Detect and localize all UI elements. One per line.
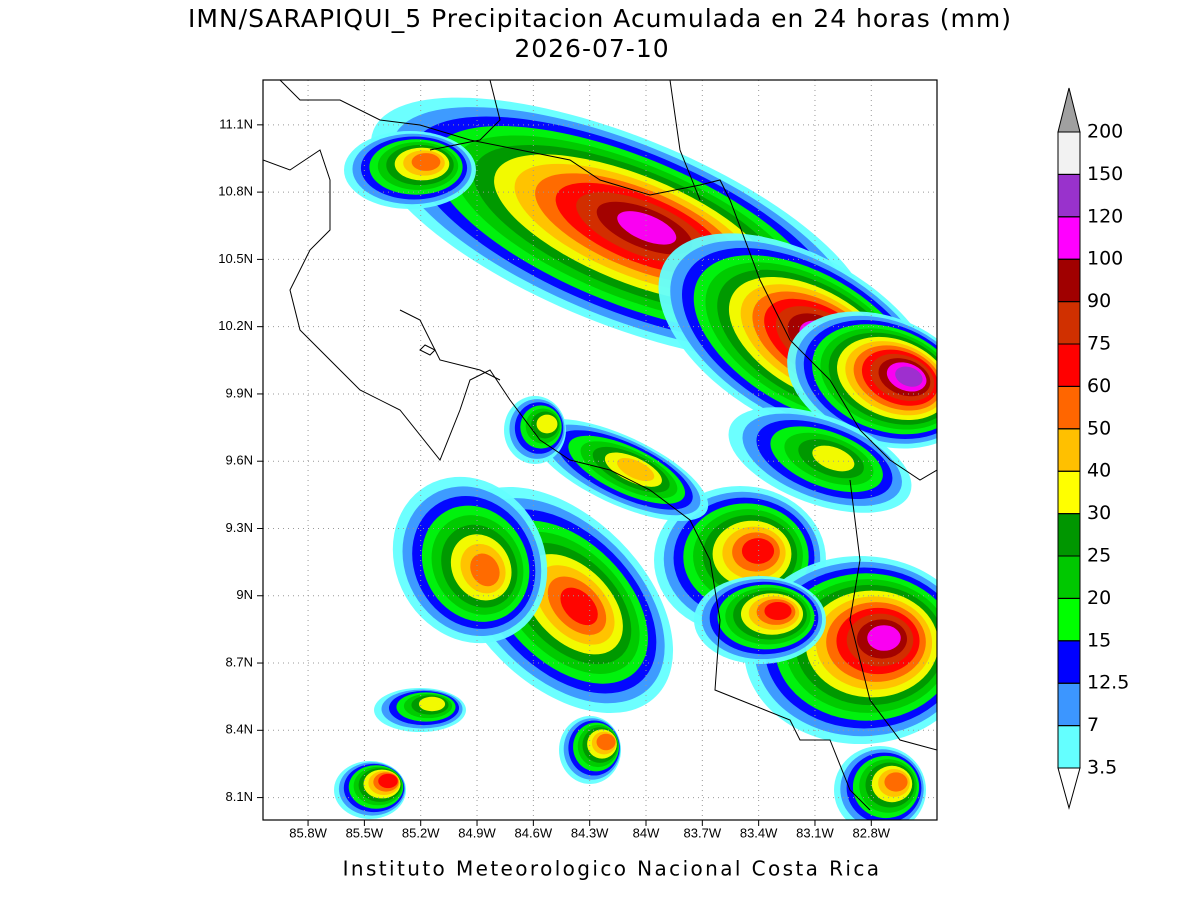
y-tick-label: 10.8N <box>218 184 253 199</box>
colorbar-box <box>1057 640 1081 684</box>
footer: Instituto Meteorologico Nacional Costa R… <box>343 857 882 881</box>
precip-contour <box>867 625 901 651</box>
x-tick-label: 84.6W <box>515 825 553 840</box>
y-tick-label: 8.4N <box>226 722 253 737</box>
colorbar-label: 90 <box>1087 290 1111 312</box>
precip-contour <box>617 457 655 482</box>
colorbar-label: 3.5 <box>1087 757 1117 779</box>
map-frame <box>262 79 938 821</box>
x-tick-label: 83.1W <box>796 825 834 840</box>
precip-contour <box>470 553 500 587</box>
colorbar-box <box>1057 173 1081 218</box>
precip-contour <box>596 733 616 751</box>
precip-contour <box>764 601 792 621</box>
y-tick-label: 8.1N <box>226 789 253 804</box>
y-tick-label: 9.6N <box>226 453 253 468</box>
colorbar-label: 15 <box>1087 629 1111 651</box>
precip-field <box>334 97 937 820</box>
y-tick-label: 9N <box>236 587 253 602</box>
colorbar: 3.5 7 12.5 15 20 25 30 40 50 60 75 90 100 120 150 200 <box>1057 87 1129 810</box>
y-tick-label: 9.3N <box>226 520 253 535</box>
colorbar-over <box>1057 87 1081 133</box>
grid: 85.8W 85.5W 85.2W 84.9W 84.6W 84.3W 84W 83.7W 83… <box>218 80 937 840</box>
precip-contour <box>378 773 398 789</box>
precip-contour <box>812 445 855 472</box>
colorbar-box <box>1057 131 1081 175</box>
colorbar-under <box>1057 767 1081 810</box>
x-tick-label: 85.2W <box>402 825 440 840</box>
precip-contour <box>884 772 908 792</box>
x-tick-label: 83.4W <box>740 825 778 840</box>
x-tick-label: 84.9W <box>458 825 496 840</box>
colorbar-box <box>1057 258 1081 303</box>
colorbar-label: 20 <box>1087 587 1111 609</box>
colorbar-label: 150 <box>1087 163 1123 185</box>
colorbar-box <box>1057 428 1081 472</box>
colorbar-label: 30 <box>1087 502 1111 524</box>
precip-contour <box>418 696 446 712</box>
colorbar-box <box>1057 682 1081 727</box>
colorbar-label: 75 <box>1087 333 1111 355</box>
precip-contour <box>560 587 598 626</box>
precip-contour <box>895 366 923 387</box>
colorbar-box <box>1057 216 1081 260</box>
colorbar-box <box>1057 470 1081 515</box>
colorbar-label: 40 <box>1087 460 1111 482</box>
coastline <box>263 80 937 811</box>
y-tick-label: 8.7N <box>226 654 253 669</box>
colorbar-box <box>1057 555 1081 599</box>
colorbar-box <box>1057 725 1081 769</box>
precip-contour <box>617 211 677 245</box>
colorbar-box <box>1057 513 1081 557</box>
x-tick-label: 83.7W <box>684 825 722 840</box>
colorbar-box <box>1057 597 1081 642</box>
y-tick-label: 10.5N <box>218 251 253 266</box>
colorbar-label: 25 <box>1087 545 1111 567</box>
x-tick-label: 85.5W <box>346 825 384 840</box>
x-tick-label: 84.3W <box>571 825 609 840</box>
colorbar-label: 50 <box>1087 417 1111 439</box>
colorbar-box <box>1057 301 1081 345</box>
date: 2026-07-10 <box>514 34 669 63</box>
x-tick-label: 84W <box>633 825 660 840</box>
y-tick-label: 11.1N <box>219 116 253 131</box>
colorbar-box <box>1057 343 1081 387</box>
precip-contour <box>536 414 558 434</box>
title: IMN/SARAPIQUI_5 Precipitacion Acumulada … <box>188 4 1012 33</box>
precip-contour <box>411 153 441 171</box>
colorbar-label: 12.5 <box>1087 672 1129 694</box>
y-tick-label: 9.9N <box>226 385 253 400</box>
colorbar-label: 200 <box>1087 121 1123 143</box>
colorbar-label: 120 <box>1087 205 1123 227</box>
colorbar-label: 100 <box>1087 248 1123 270</box>
colorbar-label: 7 <box>1087 714 1099 736</box>
colorbar-label: 60 <box>1087 375 1111 397</box>
precip-contour <box>741 538 775 564</box>
colorbar-box <box>1057 385 1081 430</box>
x-tick-label: 82.8W <box>853 825 891 840</box>
x-tick-label: 85.8W <box>289 825 327 840</box>
y-tick-label: 10.2N <box>218 318 253 333</box>
